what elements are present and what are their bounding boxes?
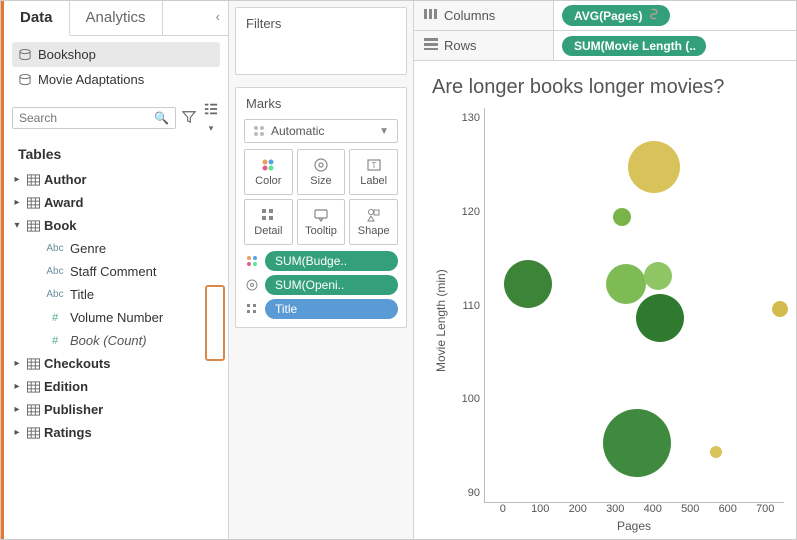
table-icon	[26, 381, 40, 393]
tables-tree: ▸Author▸Award▾BookAbcGenreAbcStaff Comme…	[4, 168, 228, 539]
data-point[interactable]	[613, 208, 631, 226]
marks-pills: SUM(Budge.. SUM(Openi.. Title	[236, 251, 406, 319]
marks-card: Marks Automatic ▼ ColorSizeTLabelDetailT…	[235, 87, 407, 328]
search-input[interactable]	[19, 111, 154, 125]
y-axis-ticks: 13012011010090	[450, 108, 484, 503]
size-icon	[313, 157, 329, 173]
table-row[interactable]: ▸Award	[4, 191, 228, 214]
collapse-sidebar-icon[interactable]: ‹	[208, 1, 228, 35]
table-icon	[26, 358, 40, 370]
filter-icon[interactable]	[180, 110, 198, 127]
x-axis-label: Pages	[450, 515, 784, 533]
detail-icon	[244, 302, 260, 316]
chevron-down-icon: ▼	[379, 126, 389, 137]
label-icon: T	[366, 157, 382, 173]
data-pane: Data Analytics ‹ BookshopMovie Adaptatio…	[1, 1, 229, 539]
cards-column: Filters Marks Automatic ▼ ColorSizeTLabe…	[229, 1, 414, 539]
highlight-annotation	[205, 285, 225, 361]
columns-icon	[424, 8, 438, 23]
rows-label: Rows	[444, 38, 477, 53]
table-icon	[26, 404, 40, 416]
data-point[interactable]	[606, 264, 646, 304]
field-row[interactable]: #Book (Count)	[4, 329, 228, 352]
tables-header: Tables	[4, 142, 228, 168]
table-row[interactable]: ▸Edition	[4, 375, 228, 398]
table-icon	[26, 197, 40, 209]
chart-plot[interactable]	[484, 108, 784, 503]
data-point[interactable]	[636, 294, 684, 342]
marks-grid: ColorSizeTLabel DetailTooltipShape	[244, 149, 398, 245]
table-row[interactable]: ▾Book	[4, 214, 228, 237]
field-row[interactable]: AbcTitle	[4, 283, 228, 306]
mark-detail[interactable]: Detail	[244, 199, 293, 245]
table-icon	[26, 427, 40, 439]
mark-pill-row[interactable]: Title	[244, 299, 398, 319]
marks-type-select[interactable]: Automatic ▼	[244, 119, 398, 143]
sidebar-tabs: Data Analytics ‹	[4, 1, 228, 36]
viz-title: Are longer books longer movies?	[432, 75, 784, 100]
shape-auto-icon	[253, 125, 265, 137]
field-row[interactable]: AbcGenre	[4, 237, 228, 260]
data-point[interactable]	[644, 262, 672, 290]
field-row[interactable]: AbcStaff Comment	[4, 260, 228, 283]
filters-title: Filters	[236, 8, 406, 39]
pill-link-icon[interactable]	[648, 8, 660, 23]
table-icon	[26, 220, 40, 232]
shape-icon	[366, 207, 382, 223]
data-point[interactable]	[603, 409, 671, 477]
mark-label[interactable]: TLabel	[349, 149, 398, 195]
columns-label: Columns	[444, 8, 495, 23]
size-icon	[244, 278, 260, 292]
data-point[interactable]	[710, 446, 722, 458]
mark-shape[interactable]: Shape	[349, 199, 398, 245]
rows-icon	[424, 38, 438, 53]
rows-shelf[interactable]: Rows SUM(Movie Length (..	[414, 31, 796, 61]
search-icon: 🔍	[154, 111, 169, 125]
table-icon	[26, 174, 40, 186]
tab-analytics[interactable]: Analytics	[70, 1, 163, 35]
x-axis-ticks: 0100200300400500600700	[450, 503, 784, 515]
table-row[interactable]: ▸Checkouts	[4, 352, 228, 375]
filters-card[interactable]: Filters	[235, 7, 407, 75]
mark-pill-row[interactable]: SUM(Openi..	[244, 275, 398, 295]
marks-type-label: Automatic	[271, 124, 324, 138]
columns-shelf[interactable]: Columns AVG(Pages)	[414, 1, 796, 31]
data-point[interactable]	[772, 301, 788, 317]
data-point[interactable]	[628, 141, 680, 193]
viz: Are longer books longer movies? Movie Le…	[414, 61, 796, 539]
svg-text:T: T	[371, 161, 376, 170]
y-axis-label: Movie Length (min)	[432, 108, 450, 533]
table-row[interactable]: ▸Author	[4, 168, 228, 191]
tooltip-icon	[313, 207, 329, 223]
mark-pill-row[interactable]: SUM(Budge..	[244, 251, 398, 271]
columns-pill[interactable]: AVG(Pages)	[562, 5, 670, 26]
worksheet-area: Columns AVG(Pages) Rows SUM(M	[414, 1, 796, 539]
detail-icon	[260, 207, 276, 223]
table-row[interactable]: ▸Ratings	[4, 421, 228, 444]
field-row[interactable]: #Volume Number	[4, 306, 228, 329]
color-icon	[260, 157, 276, 173]
rows-pill[interactable]: SUM(Movie Length (..	[562, 36, 706, 56]
datasource-list: BookshopMovie Adaptations	[4, 36, 228, 98]
mark-size[interactable]: Size	[297, 149, 346, 195]
table-row[interactable]: ▸Publisher	[4, 398, 228, 421]
mark-tooltip[interactable]: Tooltip	[297, 199, 346, 245]
color-icon	[244, 254, 260, 268]
search-input-wrap[interactable]: 🔍	[12, 107, 176, 129]
data-point[interactable]	[504, 260, 552, 308]
mark-color[interactable]: Color	[244, 149, 293, 195]
view-list-icon[interactable]: ▾	[202, 102, 220, 134]
datasource-item[interactable]: Bookshop	[12, 42, 220, 67]
marks-title: Marks	[236, 88, 406, 119]
tab-data[interactable]: Data	[4, 1, 70, 36]
datasource-item[interactable]: Movie Adaptations	[12, 67, 220, 92]
